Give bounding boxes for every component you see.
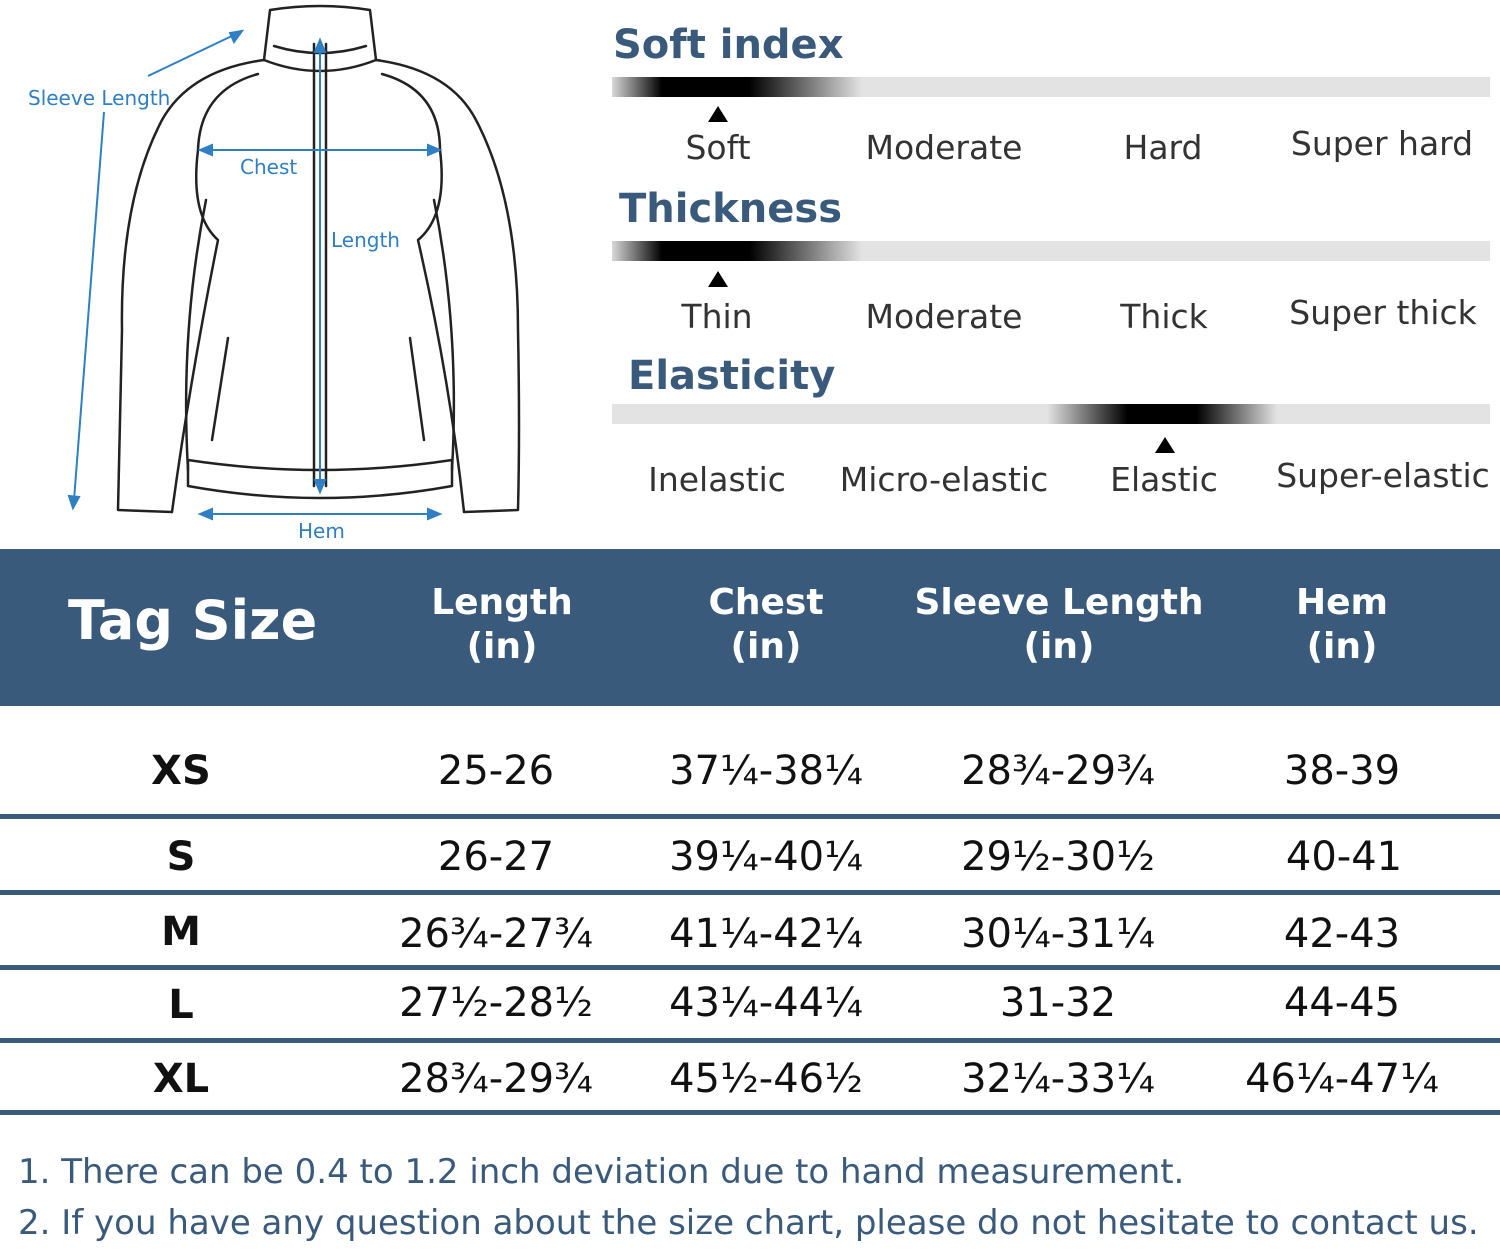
note-2: 2. If you have any question about the si… <box>18 1203 1479 1243</box>
hem-label: Hem <box>298 519 345 543</box>
thickness-option: Thick <box>1120 297 1208 336</box>
note-1: 1. There can be 0.4 to 1.2 inch deviatio… <box>18 1152 1185 1192</box>
size-cell: L <box>168 982 194 1028</box>
soft-index-option: Super hard <box>1290 124 1474 163</box>
chest-cell: 41¼-42¼ <box>669 911 863 957</box>
length-cell: 26-27 <box>437 834 555 880</box>
soft-index-title: Soft index <box>613 22 844 68</box>
thickness-marker-icon <box>708 271 728 287</box>
column-header-sleeve-length: Sleeve Length (in) <box>914 582 1204 667</box>
chest-cell: 43¼-44¼ <box>669 980 863 1026</box>
elasticity-title: Elasticity <box>628 353 836 399</box>
soft-index-option: Soft <box>685 128 751 167</box>
sleeve-length-cell: 32¼-33¼ <box>961 1056 1155 1102</box>
column-header-chest: Chest (in) <box>708 582 824 667</box>
size-cell: S <box>166 834 196 880</box>
size-cell: XL <box>152 1056 210 1102</box>
soft-index-marker-icon <box>708 106 728 122</box>
hem-cell: 42-43 <box>1283 911 1401 957</box>
length-label: Length <box>331 228 400 252</box>
soft-index-scale-bar <box>612 77 1490 97</box>
chest-cell: 37¼-38¼ <box>669 748 863 794</box>
hem-cell: 44-45 <box>1283 980 1401 1026</box>
hem-cell: 40-41 <box>1285 834 1403 880</box>
sleeve-length-cell: 31-32 <box>999 980 1117 1026</box>
thickness-option: Moderate <box>865 297 1023 336</box>
chest-cell: 39¼-40¼ <box>669 834 863 880</box>
hem-cell: 38-39 <box>1283 748 1401 794</box>
thickness-scale-bar <box>612 241 1490 261</box>
jacket-measurement-diagram: Sleeve Length Chest Length Hem <box>0 0 590 550</box>
soft-index-option: Moderate <box>865 128 1023 167</box>
row-divider <box>0 890 1500 895</box>
soft-index-option: Hard <box>1123 128 1203 167</box>
elasticity-option: Elastic <box>1110 460 1218 499</box>
column-header-length: Length (in) <box>431 582 573 667</box>
jacket-outline-icon <box>67 4 521 521</box>
sleeve-length-cell: 30¼-31¼ <box>961 911 1155 957</box>
sleeve-length-label: Sleeve Length <box>28 86 171 110</box>
thickness-title: Thickness <box>619 186 843 232</box>
elasticity-scale-bar <box>612 404 1490 424</box>
column-header-hem: Hem (in) <box>1295 582 1389 667</box>
chest-cell: 45½-46½ <box>669 1056 863 1102</box>
elasticity-option: Inelastic <box>648 460 786 499</box>
sleeve-length-cell: 29½-30½ <box>961 834 1155 880</box>
elasticity-marker-icon <box>1155 437 1175 453</box>
elasticity-option: Super-elastic <box>1276 456 1490 495</box>
row-divider <box>0 965 1500 970</box>
size-cell: M <box>161 909 201 955</box>
size-cell: XS <box>151 748 211 794</box>
row-divider <box>0 814 1500 819</box>
length-cell: 28¾-29¾ <box>399 1056 593 1102</box>
hem-cell: 46¼-47¼ <box>1245 1056 1439 1102</box>
size-table-header: Tag Size Length (in) Chest (in) Sleeve L… <box>0 549 1500 706</box>
sleeve-length-cell: 28¾-29¾ <box>961 748 1155 794</box>
row-divider <box>0 1110 1500 1115</box>
thickness-option: Thin <box>681 297 753 336</box>
thickness-option: Super thick <box>1289 293 1477 332</box>
tag-size-header: Tag Size <box>68 589 318 652</box>
length-cell: 27½-28½ <box>399 980 593 1026</box>
length-cell: 25-26 <box>437 748 555 794</box>
length-cell: 26¾-27¾ <box>399 911 593 957</box>
chest-label: Chest <box>240 155 298 179</box>
row-divider <box>0 1038 1500 1043</box>
elasticity-option: Micro-elastic <box>839 460 1049 499</box>
